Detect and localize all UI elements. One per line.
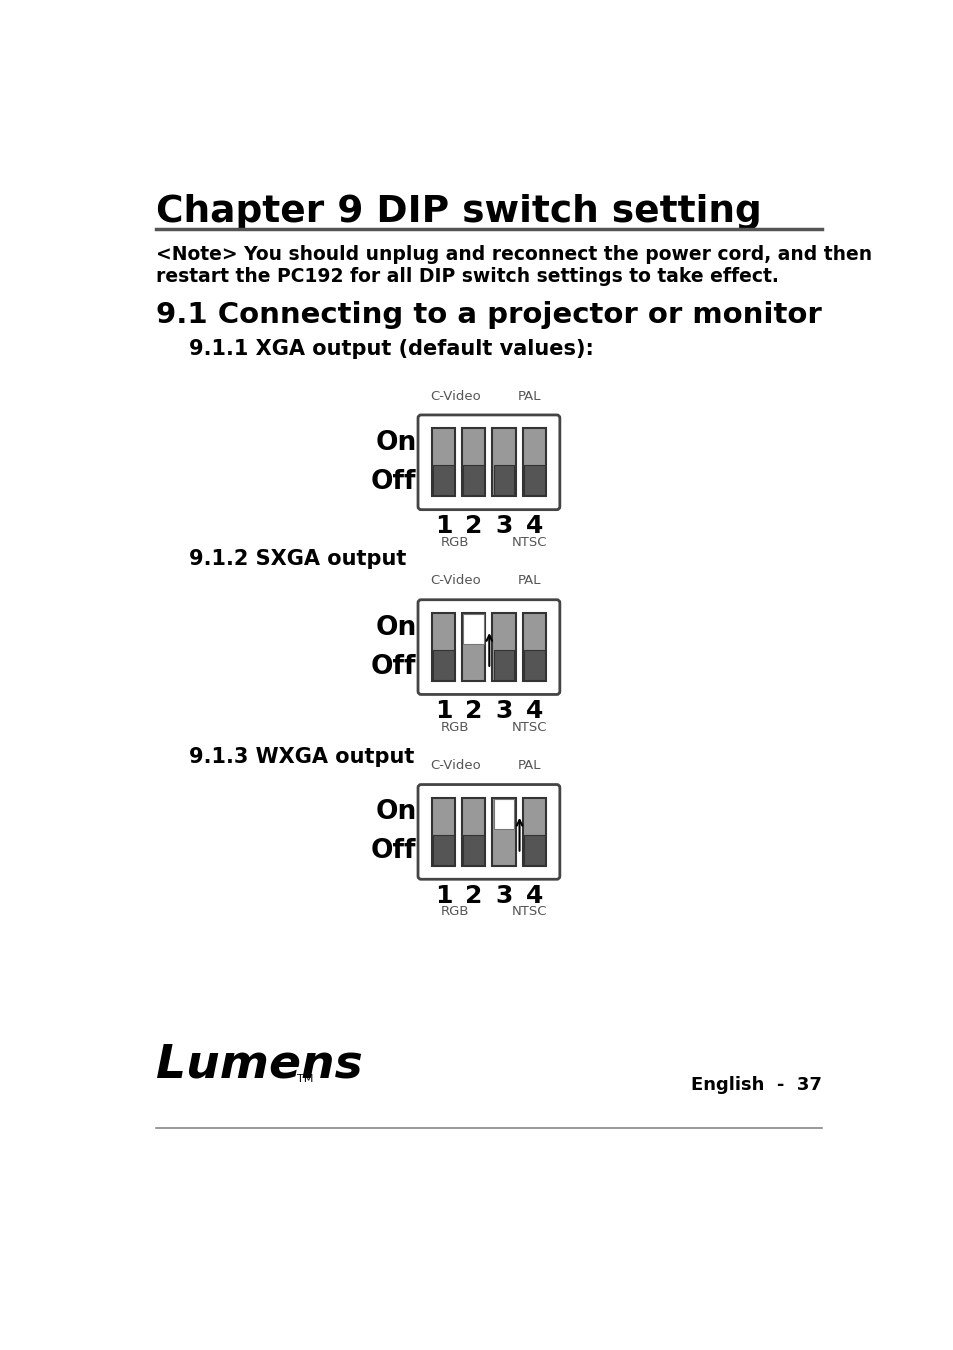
Text: TM: TM	[297, 1075, 314, 1084]
Bar	[433, 466, 454, 495]
Text: 4: 4	[525, 884, 542, 909]
Bar	[493, 649, 514, 680]
Text: C-Video: C-Video	[430, 759, 480, 772]
Bar	[432, 798, 455, 865]
Text: Chapter 9 DIP switch setting: Chapter 9 DIP switch setting	[155, 194, 760, 231]
Bar	[492, 613, 516, 680]
Text: restart the PC192 for all DIP switch settings to take effect.: restart the PC192 for all DIP switch set…	[155, 267, 778, 286]
Text: <Note> You should unplug and reconnect the power cord, and then: <Note> You should unplug and reconnect t…	[155, 246, 871, 265]
Text: RGB: RGB	[440, 906, 469, 918]
Bar	[492, 428, 516, 497]
Text: 4: 4	[525, 514, 542, 539]
Text: On: On	[375, 429, 416, 456]
Bar	[463, 466, 484, 495]
Text: NTSC: NTSC	[512, 906, 547, 918]
Bar	[432, 428, 455, 497]
Bar	[523, 466, 544, 495]
Text: 2: 2	[465, 514, 482, 539]
Text: On: On	[375, 799, 416, 825]
Bar	[463, 614, 484, 644]
Text: 9.1.3 WXGA output: 9.1.3 WXGA output	[189, 747, 414, 767]
Bar	[461, 428, 485, 497]
Text: English  -  37: English - 37	[691, 1076, 821, 1094]
Text: Off: Off	[371, 653, 416, 679]
Bar	[522, 428, 545, 497]
Bar	[432, 613, 455, 680]
Bar	[463, 834, 484, 864]
Text: Lumens: Lumens	[155, 1042, 362, 1088]
Text: 1: 1	[435, 514, 452, 539]
Bar	[523, 649, 544, 680]
Bar	[461, 798, 485, 865]
Text: 2: 2	[465, 699, 482, 724]
Bar	[522, 613, 545, 680]
Text: 3: 3	[495, 514, 512, 539]
Text: 1: 1	[435, 884, 452, 909]
Text: C-Video: C-Video	[430, 575, 480, 587]
Text: 9.1 Connecting to a projector or monitor: 9.1 Connecting to a projector or monitor	[155, 301, 821, 328]
Bar	[492, 798, 516, 865]
Bar	[433, 649, 454, 680]
Text: PAL: PAL	[517, 390, 540, 402]
Text: Off: Off	[371, 838, 416, 864]
Text: C-Video: C-Video	[430, 390, 480, 402]
Text: 2: 2	[465, 884, 482, 909]
Text: RGB: RGB	[440, 536, 469, 549]
Text: On: On	[375, 614, 416, 641]
Text: NTSC: NTSC	[512, 536, 547, 549]
Bar	[522, 798, 545, 865]
Text: RGB: RGB	[440, 721, 469, 733]
Text: 4: 4	[525, 699, 542, 724]
FancyBboxPatch shape	[417, 414, 559, 510]
Text: NTSC: NTSC	[512, 721, 547, 733]
Text: 9.1.1 XGA output (default values):: 9.1.1 XGA output (default values):	[189, 339, 594, 359]
Bar	[493, 799, 514, 829]
Text: 9.1.2 SXGA output: 9.1.2 SXGA output	[189, 548, 406, 568]
Text: 3: 3	[495, 699, 512, 724]
Text: PAL: PAL	[517, 759, 540, 772]
Text: Off: Off	[371, 468, 416, 495]
Bar	[461, 613, 485, 680]
FancyBboxPatch shape	[417, 784, 559, 879]
Bar	[523, 834, 544, 864]
Text: 1: 1	[435, 699, 452, 724]
Bar	[493, 466, 514, 495]
FancyBboxPatch shape	[417, 599, 559, 694]
Bar	[433, 834, 454, 864]
Text: 3: 3	[495, 884, 512, 909]
Text: PAL: PAL	[517, 575, 540, 587]
